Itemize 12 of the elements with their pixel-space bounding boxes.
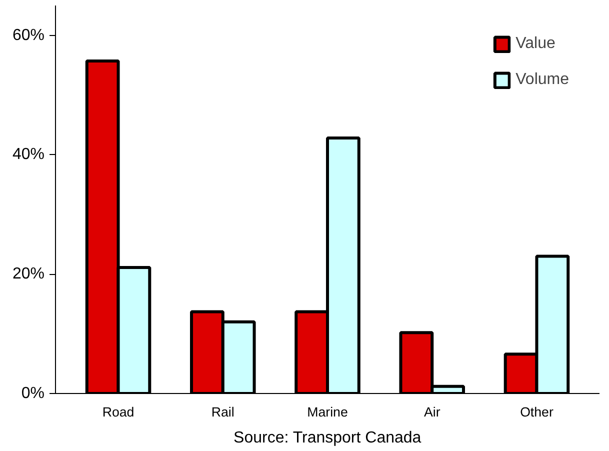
x-tick-label: Air <box>424 404 441 420</box>
x-tick-label: Other <box>520 404 554 420</box>
y-tick-label: 60% <box>12 26 45 44</box>
legend-label: Volume <box>516 71 569 89</box>
source-note: Source: Transport Canada <box>234 430 422 446</box>
x-tick-label: Road <box>102 404 134 420</box>
y-tick-label: 20% <box>12 266 45 283</box>
legend-label: Value <box>516 35 556 53</box>
x-tick-label: Rail <box>211 404 234 420</box>
y-tick-label: 40% <box>12 146 45 164</box>
y-tick-label: 0% <box>21 385 44 402</box>
x-tick-label: Marine <box>307 404 348 420</box>
